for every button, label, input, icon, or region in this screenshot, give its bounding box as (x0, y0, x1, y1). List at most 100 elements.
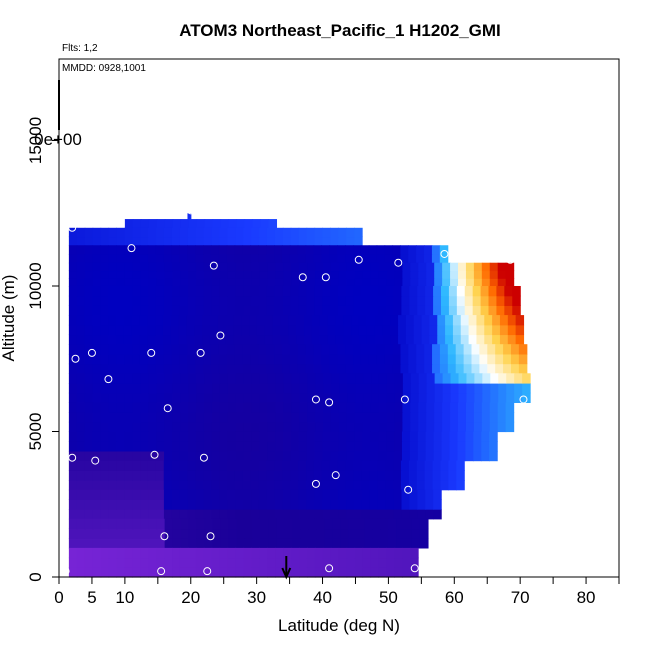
heatmap-cell (332, 518, 341, 530)
heatmap-cell (243, 382, 253, 394)
heatmap-cell (432, 353, 441, 365)
heatmap-cell (203, 353, 212, 365)
heatmap-cell (385, 285, 395, 297)
heatmap-cell (361, 295, 371, 306)
heatmap-cell (156, 278, 165, 287)
heatmap-cell (108, 334, 117, 345)
heatmap-cell (298, 431, 308, 442)
heatmap-cell (76, 236, 86, 246)
heatmap-cell (377, 295, 387, 306)
heatmap-cell (299, 421, 308, 433)
heatmap-cell (211, 270, 221, 279)
heatmap-cell (518, 344, 528, 355)
heatmap-cell (227, 270, 237, 279)
sample-point (157, 567, 166, 576)
heatmap-cell (76, 431, 86, 442)
heatmap-cell (187, 285, 197, 297)
heatmap-cell (148, 262, 157, 272)
heatmap-cell (203, 499, 213, 510)
heatmap-cell (337, 470, 347, 481)
heatmap-cell (180, 382, 189, 394)
heatmap-cell (252, 219, 262, 229)
heatmap-cell (235, 557, 245, 568)
heatmap-cell (68, 470, 78, 481)
heatmap-cell (481, 402, 491, 413)
heatmap-cell (140, 295, 149, 306)
heatmap-cell (329, 480, 339, 491)
heatmap-cell (140, 499, 149, 510)
heatmap-cell (393, 460, 402, 471)
heatmap-cell (147, 334, 156, 345)
heatmap-cell (132, 547, 141, 559)
heatmap-cell (124, 499, 133, 510)
heatmap-cell (108, 363, 117, 374)
heatmap-cell (164, 373, 173, 384)
heatmap-cell (441, 285, 450, 297)
heatmap-cell (275, 412, 284, 423)
heatmap-cell (84, 270, 94, 279)
heatmap-cell (448, 295, 458, 306)
heatmap-cell (250, 363, 259, 374)
heatmap-cell (172, 412, 181, 423)
heatmap-cell (132, 219, 142, 229)
heatmap-cell (510, 353, 520, 365)
heatmap-cell (322, 441, 332, 452)
heatmap-cell (409, 499, 418, 510)
heatmap-cell (338, 305, 347, 316)
heatmap-cell (92, 295, 102, 306)
heatmap-cell (170, 315, 180, 326)
heatmap-cell (290, 227, 300, 238)
heatmap-cell (369, 285, 379, 297)
heatmap-cell (290, 441, 300, 452)
heatmap-cell (322, 499, 331, 510)
heatmap-cell (124, 509, 133, 520)
heatmap-cell (408, 344, 417, 355)
heatmap-cell (204, 219, 214, 229)
heatmap-cell (338, 262, 348, 272)
heatmap-cell (497, 270, 507, 279)
heatmap-cell (235, 262, 245, 272)
heatmap-cell (155, 344, 165, 355)
heatmap-cell (196, 392, 205, 403)
heatmap-cell (306, 227, 316, 238)
heatmap-cell (489, 441, 498, 452)
heatmap-cell (148, 382, 157, 394)
heatmap-cell (219, 236, 228, 246)
heatmap-cell (417, 450, 427, 462)
heatmap-cell (100, 518, 110, 530)
heatmap-cell (228, 518, 238, 530)
heatmap-cell (370, 421, 380, 433)
heatmap-cell (466, 392, 475, 403)
heatmap-cell (377, 489, 387, 500)
heatmap-cell (140, 489, 149, 500)
heatmap-cell (510, 363, 520, 374)
heatmap-cell (227, 450, 237, 462)
heatmap-cell (282, 353, 291, 365)
heatmap-cell (84, 499, 94, 510)
heatmap-cell (100, 450, 110, 462)
heatmap-cell (409, 509, 418, 520)
heatmap-cell (440, 470, 449, 481)
heatmap-cell (203, 363, 212, 374)
heatmap-cell (164, 219, 174, 229)
heatmap-cell (292, 528, 301, 539)
heatmap-cell (314, 509, 323, 520)
heatmap-cell (393, 285, 403, 297)
heatmap-cell (425, 499, 434, 510)
heatmap-cell (116, 470, 125, 481)
heatmap-cell (402, 382, 412, 394)
heatmap-cell (234, 460, 244, 471)
heatmap-cell (347, 382, 356, 394)
heatmap-cell (148, 518, 158, 530)
heatmap-cell (353, 285, 363, 297)
heatmap-cell (171, 305, 181, 316)
heatmap-cell (100, 528, 110, 539)
heatmap-cell (361, 480, 370, 491)
heatmap-cell (316, 528, 325, 539)
heatmap-cell (243, 441, 252, 452)
heatmap-cell (187, 353, 196, 365)
heatmap-cell (450, 278, 459, 287)
heatmap-cell (305, 253, 315, 264)
heatmap-cell (76, 441, 86, 452)
heatmap-cell (116, 402, 126, 413)
